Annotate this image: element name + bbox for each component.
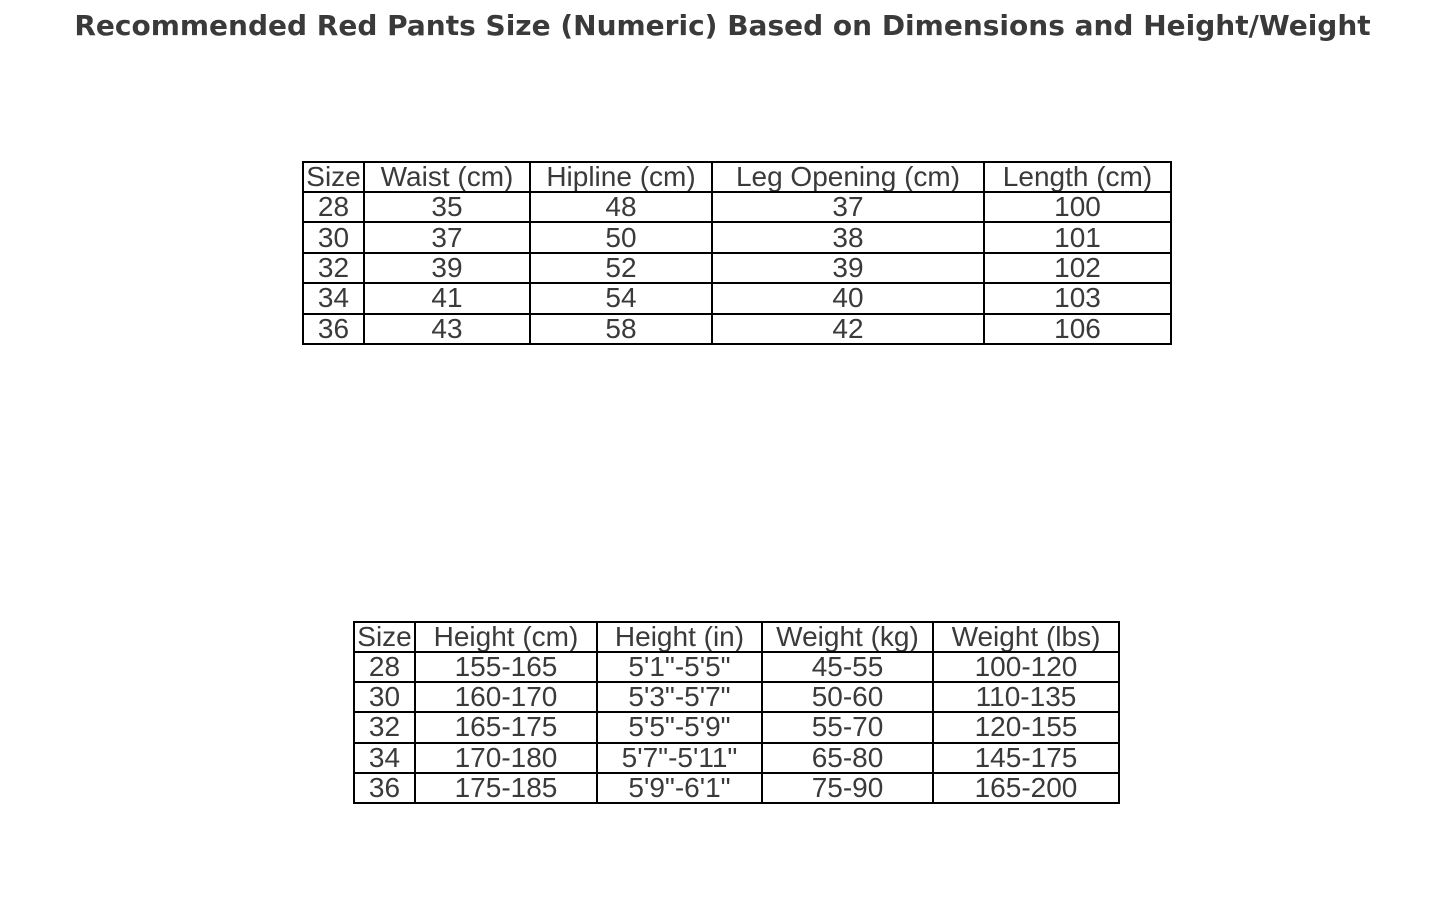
height-weight-table: Size Height (cm) Height (in) Weight (kg) Wei… bbox=[353, 621, 1120, 805]
table-row: 34 41 54 40 103 bbox=[302, 282, 1172, 315]
table-cell: 37 bbox=[711, 190, 985, 224]
table-cell: 75-90 bbox=[761, 771, 934, 805]
table-row: 36 175-185 5'9"-6'1" 75-90 165-200 bbox=[353, 771, 1120, 805]
table-cell: 110-135 bbox=[932, 681, 1120, 714]
table-row: 32 39 52 39 102 bbox=[302, 251, 1172, 285]
column-header: Height (cm) bbox=[414, 621, 598, 653]
table-cell: 37 bbox=[363, 221, 531, 254]
table-cell: 175-185 bbox=[414, 771, 598, 805]
table-cell: 5'7"-5'11" bbox=[596, 741, 763, 774]
table-cell: 36 bbox=[302, 312, 365, 346]
table-cell: 34 bbox=[302, 282, 365, 315]
table-row: 28 35 48 37 100 bbox=[302, 190, 1172, 224]
column-header: Waist (cm) bbox=[363, 161, 531, 193]
dimensions-table-body: 28 35 48 37 100 30 37 50 38 101 32 39 52 39 102 34 41 54 4… bbox=[302, 190, 1172, 346]
table-cell: 45-55 bbox=[761, 650, 934, 684]
table-cell: 54 bbox=[529, 282, 713, 315]
column-header: Height (in) bbox=[596, 621, 763, 653]
dimensions-header-row: Size Waist (cm) Hipline (cm) Leg Opening (c… bbox=[302, 161, 1172, 193]
table-cell: 52 bbox=[529, 251, 713, 285]
table-cell: 170-180 bbox=[414, 741, 598, 774]
table-cell: 103 bbox=[983, 282, 1172, 315]
table-cell: 42 bbox=[711, 312, 985, 346]
table-cell: 30 bbox=[353, 681, 416, 714]
table-cell: 58 bbox=[529, 312, 713, 346]
table-cell: 5'1"-5'5" bbox=[596, 650, 763, 684]
table-cell: 38 bbox=[711, 221, 985, 254]
table-cell: 101 bbox=[983, 221, 1172, 254]
table-cell: 5'5"-5'9" bbox=[596, 711, 763, 744]
column-header: Size bbox=[353, 621, 416, 653]
table-cell: 30 bbox=[302, 221, 365, 254]
column-header: Size bbox=[302, 161, 365, 193]
table-cell: 50 bbox=[529, 221, 713, 254]
page-title: Recommended Red Pants Size (Numeric) Bas… bbox=[74, 9, 1371, 42]
column-header: Weight (kg) bbox=[761, 621, 934, 653]
table-row: 34 170-180 5'7"-5'11" 65-80 145-175 bbox=[353, 741, 1120, 774]
table-cell: 100-120 bbox=[932, 650, 1120, 684]
table-cell: 43 bbox=[363, 312, 531, 346]
table-cell: 39 bbox=[363, 251, 531, 285]
table-cell: 102 bbox=[983, 251, 1172, 285]
dimensions-table: Size Waist (cm) Hipline (cm) Leg Opening (c… bbox=[302, 161, 1172, 346]
height-weight-header-row: Size Height (cm) Height (in) Weight (kg) Wei… bbox=[353, 621, 1120, 653]
table-row: 36 43 58 42 106 bbox=[302, 312, 1172, 346]
column-header: Weight (lbs) bbox=[932, 621, 1120, 653]
table-cell: 145-175 bbox=[932, 741, 1120, 774]
table-cell: 28 bbox=[302, 190, 365, 224]
table-cell: 155-165 bbox=[414, 650, 598, 684]
table-cell: 5'3"-5'7" bbox=[596, 681, 763, 714]
table-cell: 40 bbox=[711, 282, 985, 315]
table-cell: 165-175 bbox=[414, 711, 598, 744]
table-cell: 165-200 bbox=[932, 771, 1120, 805]
table-cell: 5'9"-6'1" bbox=[596, 771, 763, 805]
table-cell: 48 bbox=[529, 190, 713, 224]
table-row: 28 155-165 5'1"-5'5" 45-55 100-120 bbox=[353, 650, 1120, 684]
column-header: Length (cm) bbox=[983, 161, 1172, 193]
table-cell: 36 bbox=[353, 771, 416, 805]
table-row: 32 165-175 5'5"-5'9" 55-70 120-155 bbox=[353, 711, 1120, 744]
table-cell: 106 bbox=[983, 312, 1172, 346]
table-cell: 34 bbox=[353, 741, 416, 774]
column-header: Leg Opening (cm) bbox=[711, 161, 985, 193]
column-header: Hipline (cm) bbox=[529, 161, 713, 193]
table-cell: 55-70 bbox=[761, 711, 934, 744]
table-cell: 41 bbox=[363, 282, 531, 315]
table-cell: 50-60 bbox=[761, 681, 934, 714]
table-row: 30 160-170 5'3"-5'7" 50-60 110-135 bbox=[353, 681, 1120, 714]
table-cell: 39 bbox=[711, 251, 985, 285]
table-cell: 100 bbox=[983, 190, 1172, 224]
height-weight-table-body: 28 155-165 5'1"-5'5" 45-55 100-120 30 160-170 5… bbox=[353, 650, 1120, 805]
table-row: 30 37 50 38 101 bbox=[302, 221, 1172, 254]
table-cell: 28 bbox=[353, 650, 416, 684]
table-cell: 120-155 bbox=[932, 711, 1120, 744]
table-cell: 160-170 bbox=[414, 681, 598, 714]
table-cell: 35 bbox=[363, 190, 531, 224]
table-cell: 65-80 bbox=[761, 741, 934, 774]
table-cell: 32 bbox=[302, 251, 365, 285]
table-cell: 32 bbox=[353, 711, 416, 744]
